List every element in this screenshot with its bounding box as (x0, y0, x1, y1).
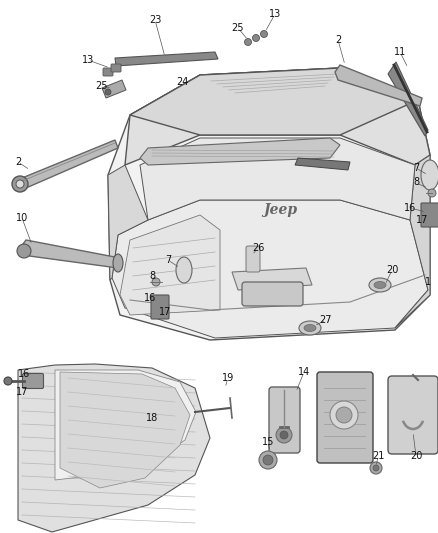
Polygon shape (140, 138, 415, 220)
Text: 26: 26 (252, 243, 264, 253)
Circle shape (12, 176, 28, 192)
Text: 7: 7 (165, 255, 171, 265)
Circle shape (330, 401, 358, 429)
Ellipse shape (369, 278, 391, 292)
Text: 14: 14 (298, 367, 310, 377)
Text: 16: 16 (404, 203, 416, 213)
Polygon shape (130, 68, 418, 135)
Polygon shape (295, 158, 350, 170)
Polygon shape (108, 165, 148, 280)
Circle shape (428, 189, 436, 197)
Circle shape (105, 89, 111, 95)
Text: 17: 17 (16, 387, 28, 397)
Polygon shape (395, 155, 430, 328)
Text: 8: 8 (413, 177, 419, 187)
Circle shape (17, 244, 31, 258)
Circle shape (336, 407, 352, 423)
Text: 18: 18 (146, 413, 158, 423)
Text: 21: 21 (372, 451, 384, 461)
Polygon shape (335, 65, 422, 106)
Text: 13: 13 (269, 9, 281, 19)
Polygon shape (18, 364, 210, 532)
Polygon shape (102, 80, 126, 98)
Ellipse shape (374, 281, 386, 288)
Circle shape (263, 455, 273, 465)
Text: 17: 17 (159, 307, 171, 317)
Text: 11: 11 (394, 47, 406, 57)
Polygon shape (140, 138, 340, 165)
Text: 7: 7 (413, 163, 419, 173)
FancyBboxPatch shape (242, 282, 303, 306)
FancyBboxPatch shape (111, 64, 121, 72)
Circle shape (373, 465, 379, 471)
Text: 2: 2 (15, 157, 21, 167)
Text: 20: 20 (410, 451, 422, 461)
Text: 25: 25 (232, 23, 244, 33)
FancyBboxPatch shape (22, 374, 43, 389)
Text: 25: 25 (96, 81, 108, 91)
Circle shape (259, 451, 277, 469)
Text: 16: 16 (18, 369, 30, 379)
Circle shape (4, 377, 12, 385)
Polygon shape (125, 68, 430, 165)
Text: 27: 27 (320, 315, 332, 325)
Polygon shape (388, 62, 428, 136)
Polygon shape (20, 240, 120, 268)
Polygon shape (115, 52, 218, 66)
Polygon shape (55, 370, 196, 480)
Text: 16: 16 (144, 293, 156, 303)
Ellipse shape (113, 254, 123, 272)
FancyBboxPatch shape (151, 295, 169, 319)
FancyBboxPatch shape (388, 376, 438, 454)
Polygon shape (108, 68, 430, 340)
Text: 1: 1 (425, 277, 431, 287)
Circle shape (252, 35, 259, 42)
Text: 24: 24 (176, 77, 188, 87)
Text: 2: 2 (335, 35, 341, 45)
Circle shape (152, 278, 160, 286)
Ellipse shape (304, 325, 316, 332)
Polygon shape (120, 215, 220, 315)
Polygon shape (60, 372, 190, 488)
Ellipse shape (421, 160, 438, 190)
Polygon shape (18, 140, 118, 188)
Text: 8: 8 (149, 271, 155, 281)
Text: Jeep: Jeep (263, 203, 297, 217)
Ellipse shape (176, 257, 192, 283)
Text: 19: 19 (222, 373, 234, 383)
Polygon shape (232, 268, 312, 290)
Circle shape (276, 427, 292, 443)
Circle shape (16, 180, 24, 188)
Text: 17: 17 (416, 215, 428, 225)
Circle shape (370, 462, 382, 474)
Circle shape (261, 30, 268, 37)
Circle shape (280, 431, 288, 439)
FancyBboxPatch shape (317, 372, 373, 463)
Circle shape (244, 38, 251, 45)
FancyBboxPatch shape (103, 68, 113, 76)
Text: 23: 23 (149, 15, 161, 25)
FancyBboxPatch shape (421, 203, 438, 227)
FancyBboxPatch shape (246, 246, 260, 272)
FancyBboxPatch shape (269, 387, 300, 453)
Text: 10: 10 (16, 213, 28, 223)
Text: 13: 13 (82, 55, 94, 65)
Text: 15: 15 (262, 437, 274, 447)
Text: 20: 20 (386, 265, 398, 275)
Ellipse shape (299, 321, 321, 335)
Polygon shape (112, 200, 428, 338)
